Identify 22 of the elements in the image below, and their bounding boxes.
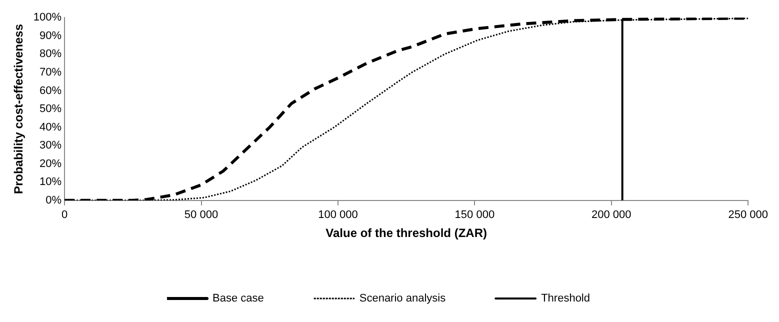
y-tick-label: 90%: [40, 30, 62, 42]
y-tick-label: 40%: [40, 121, 62, 134]
x-axis-title: Value of the threshold (ZAR): [326, 226, 487, 240]
y-tick-label: 30%: [40, 140, 62, 152]
legend-label: Base case: [212, 292, 264, 305]
x-tick-label: 100 000: [318, 209, 358, 222]
x-tick-label: 150 000: [454, 209, 495, 222]
legend-label: Scenario analysis: [359, 292, 446, 305]
y-tick-label: 20%: [40, 158, 62, 170]
y-tick-label: 80%: [40, 48, 62, 60]
y-tick-label: 10%: [40, 176, 62, 188]
y-tick-label: 70%: [40, 66, 62, 78]
y-tick-label: 60%: [40, 84, 62, 97]
y-axis-title: Probability cost-effectiveness: [12, 24, 26, 194]
y-tick-label: 50%: [40, 103, 62, 116]
y-tick-label: 0%: [46, 194, 62, 206]
legend-label: Threshold: [541, 292, 590, 305]
y-tick-label: 100%: [33, 12, 62, 24]
x-tick-label: 200 000: [592, 209, 632, 222]
x-tick-label: 250 000: [728, 209, 768, 222]
x-tick-label: 0: [61, 209, 68, 222]
x-tick-label: 50 000: [184, 209, 218, 222]
